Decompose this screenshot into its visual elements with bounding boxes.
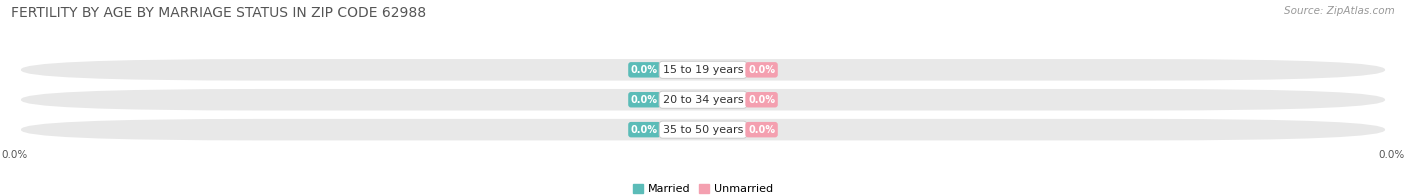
Text: 0.0%: 0.0% [631, 95, 658, 105]
Text: 0.0%: 0.0% [631, 125, 658, 135]
Legend: Married, Unmarried: Married, Unmarried [628, 179, 778, 196]
FancyBboxPatch shape [21, 59, 1385, 81]
Text: 15 to 19 years: 15 to 19 years [662, 65, 744, 75]
Text: 0.0%: 0.0% [748, 65, 775, 75]
Text: 0.0%: 0.0% [748, 125, 775, 135]
FancyBboxPatch shape [21, 89, 1385, 111]
Text: FERTILITY BY AGE BY MARRIAGE STATUS IN ZIP CODE 62988: FERTILITY BY AGE BY MARRIAGE STATUS IN Z… [11, 6, 426, 20]
Text: 0.0%: 0.0% [631, 65, 658, 75]
FancyBboxPatch shape [21, 119, 1385, 140]
Text: 35 to 50 years: 35 to 50 years [662, 125, 744, 135]
Text: Source: ZipAtlas.com: Source: ZipAtlas.com [1284, 6, 1395, 16]
Text: 0.0%: 0.0% [748, 95, 775, 105]
Text: 20 to 34 years: 20 to 34 years [662, 95, 744, 105]
